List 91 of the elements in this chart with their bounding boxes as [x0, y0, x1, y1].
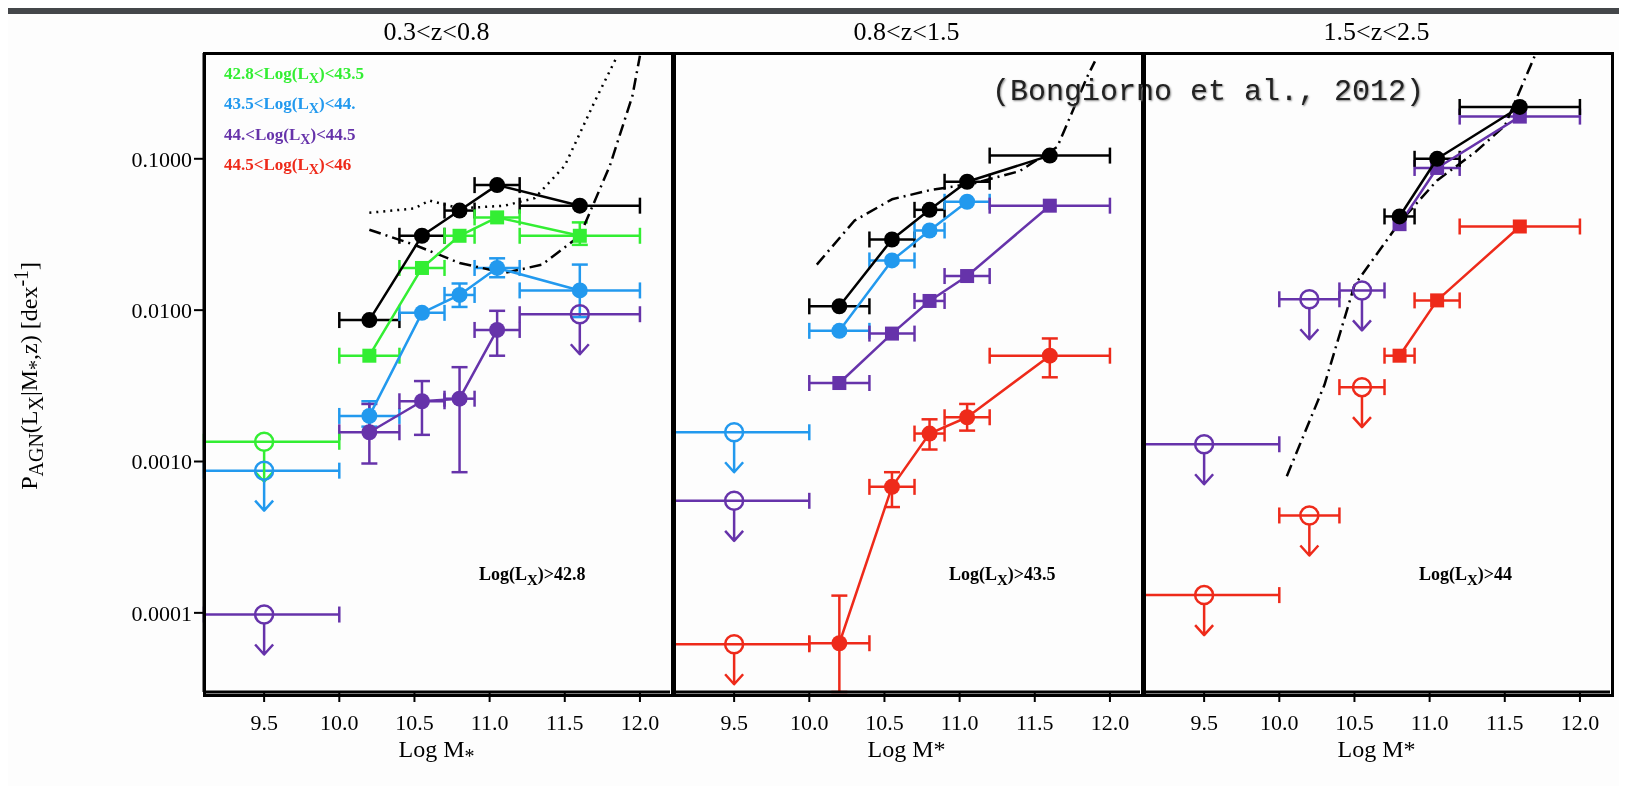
- text: 42.8<Log(L$_{X}$)<43.5: [224, 63, 365, 89]
- x-tick-label: 10.5: [1335, 709, 1374, 735]
- text: 43.5<Log(L$_{X}$)<44.: [224, 93, 357, 119]
- point: [832, 376, 847, 391]
- point: [571, 197, 588, 214]
- point: [1351, 280, 1373, 301]
- point: [883, 231, 900, 248]
- x-tick-label: 11.0: [940, 709, 979, 735]
- point: [723, 634, 745, 655]
- point: [959, 409, 976, 426]
- x-tick-label: 11.5: [545, 709, 584, 735]
- x-tick-label: 11.5: [1485, 709, 1524, 735]
- point: [921, 201, 938, 218]
- point: [1511, 98, 1528, 115]
- point: [723, 490, 745, 512]
- point: [361, 407, 378, 424]
- annotation: Log(L$_{X}$)>43.5: [949, 564, 1056, 589]
- y-tick-label: 0.1000: [131, 146, 192, 172]
- point: [253, 431, 275, 453]
- x-tick-label: 11.0: [470, 709, 509, 735]
- point: [1042, 198, 1057, 213]
- chart-title: 0.3<z<0.8: [382, 17, 491, 47]
- point: [831, 298, 848, 315]
- point: [883, 478, 900, 495]
- point: [361, 312, 378, 329]
- point: [569, 303, 591, 325]
- point: [959, 193, 976, 210]
- point: [451, 390, 468, 407]
- point: [1193, 434, 1215, 455]
- point: [253, 604, 275, 625]
- point: [831, 635, 848, 652]
- point: [959, 173, 976, 190]
- point: [452, 228, 467, 243]
- point: [1299, 505, 1320, 526]
- x-tick-label: 11.5: [1015, 709, 1054, 735]
- annotation: Log(L$_{X}$)>42.8: [479, 564, 586, 589]
- point: [451, 286, 468, 303]
- x-tick-label: 10.5: [865, 709, 904, 735]
- y-tick-label: 0.0001: [131, 600, 192, 626]
- x-tick-label: 9.5: [720, 709, 748, 735]
- point: [361, 424, 378, 441]
- x-tick-label: 12.0: [620, 709, 660, 735]
- point: [571, 282, 588, 299]
- point: [362, 348, 377, 363]
- point: [1430, 293, 1445, 308]
- point: [883, 252, 900, 269]
- legend-label: 44.5<Log(L$_{X}$)<46: [224, 154, 353, 180]
- point: [572, 228, 587, 243]
- point: [831, 322, 848, 339]
- point: [489, 321, 506, 338]
- point: [921, 222, 938, 239]
- x-tick-label: 10.0: [320, 709, 359, 735]
- x-tick-label: 10.0: [1260, 709, 1299, 735]
- point: [490, 210, 505, 225]
- point: [921, 425, 938, 442]
- chart-title: 1.5<z<2.5: [1322, 17, 1431, 47]
- point: [1193, 584, 1215, 606]
- point: [1299, 289, 1320, 310]
- x-tick-label: 10.5: [395, 709, 434, 735]
- y-tick-label: 0.0010: [131, 449, 192, 475]
- point: [1429, 150, 1446, 167]
- point: [723, 422, 745, 443]
- point: [1391, 208, 1408, 225]
- x-tick-label: 10.0: [790, 709, 829, 735]
- point: [414, 260, 429, 275]
- chart-title: 0.8<z<1.5: [852, 17, 961, 47]
- point: [413, 227, 430, 244]
- y-tick-label: 0.0100: [131, 297, 192, 323]
- point: [922, 293, 937, 308]
- point: [413, 393, 430, 410]
- point: [1392, 348, 1407, 363]
- point: [253, 460, 275, 481]
- x-tick-label: 12.0: [1560, 709, 1600, 735]
- point: [960, 269, 975, 284]
- point: [451, 202, 468, 219]
- x-axis-title: Log M$_{*}$: [397, 736, 476, 768]
- x-tick-label: 9.5: [250, 709, 278, 735]
- point: [884, 326, 899, 341]
- x-axis-title: Log M*: [866, 736, 947, 763]
- annotation: Log(L$_{X}$)>44: [1419, 564, 1513, 589]
- point: [1512, 219, 1527, 234]
- point: [1041, 347, 1058, 364]
- x-axis-title: Log M*: [1336, 736, 1417, 763]
- x-tick-label: 12.0: [1090, 709, 1130, 735]
- point: [413, 304, 430, 321]
- text: 44.<Log(L$_{X}$)<44.5: [224, 123, 357, 150]
- x-tick-label: 9.5: [1190, 709, 1218, 735]
- point: [489, 177, 506, 194]
- x-tick-label: 11.0: [1410, 709, 1449, 735]
- point: [1041, 147, 1058, 164]
- point: [1351, 376, 1373, 398]
